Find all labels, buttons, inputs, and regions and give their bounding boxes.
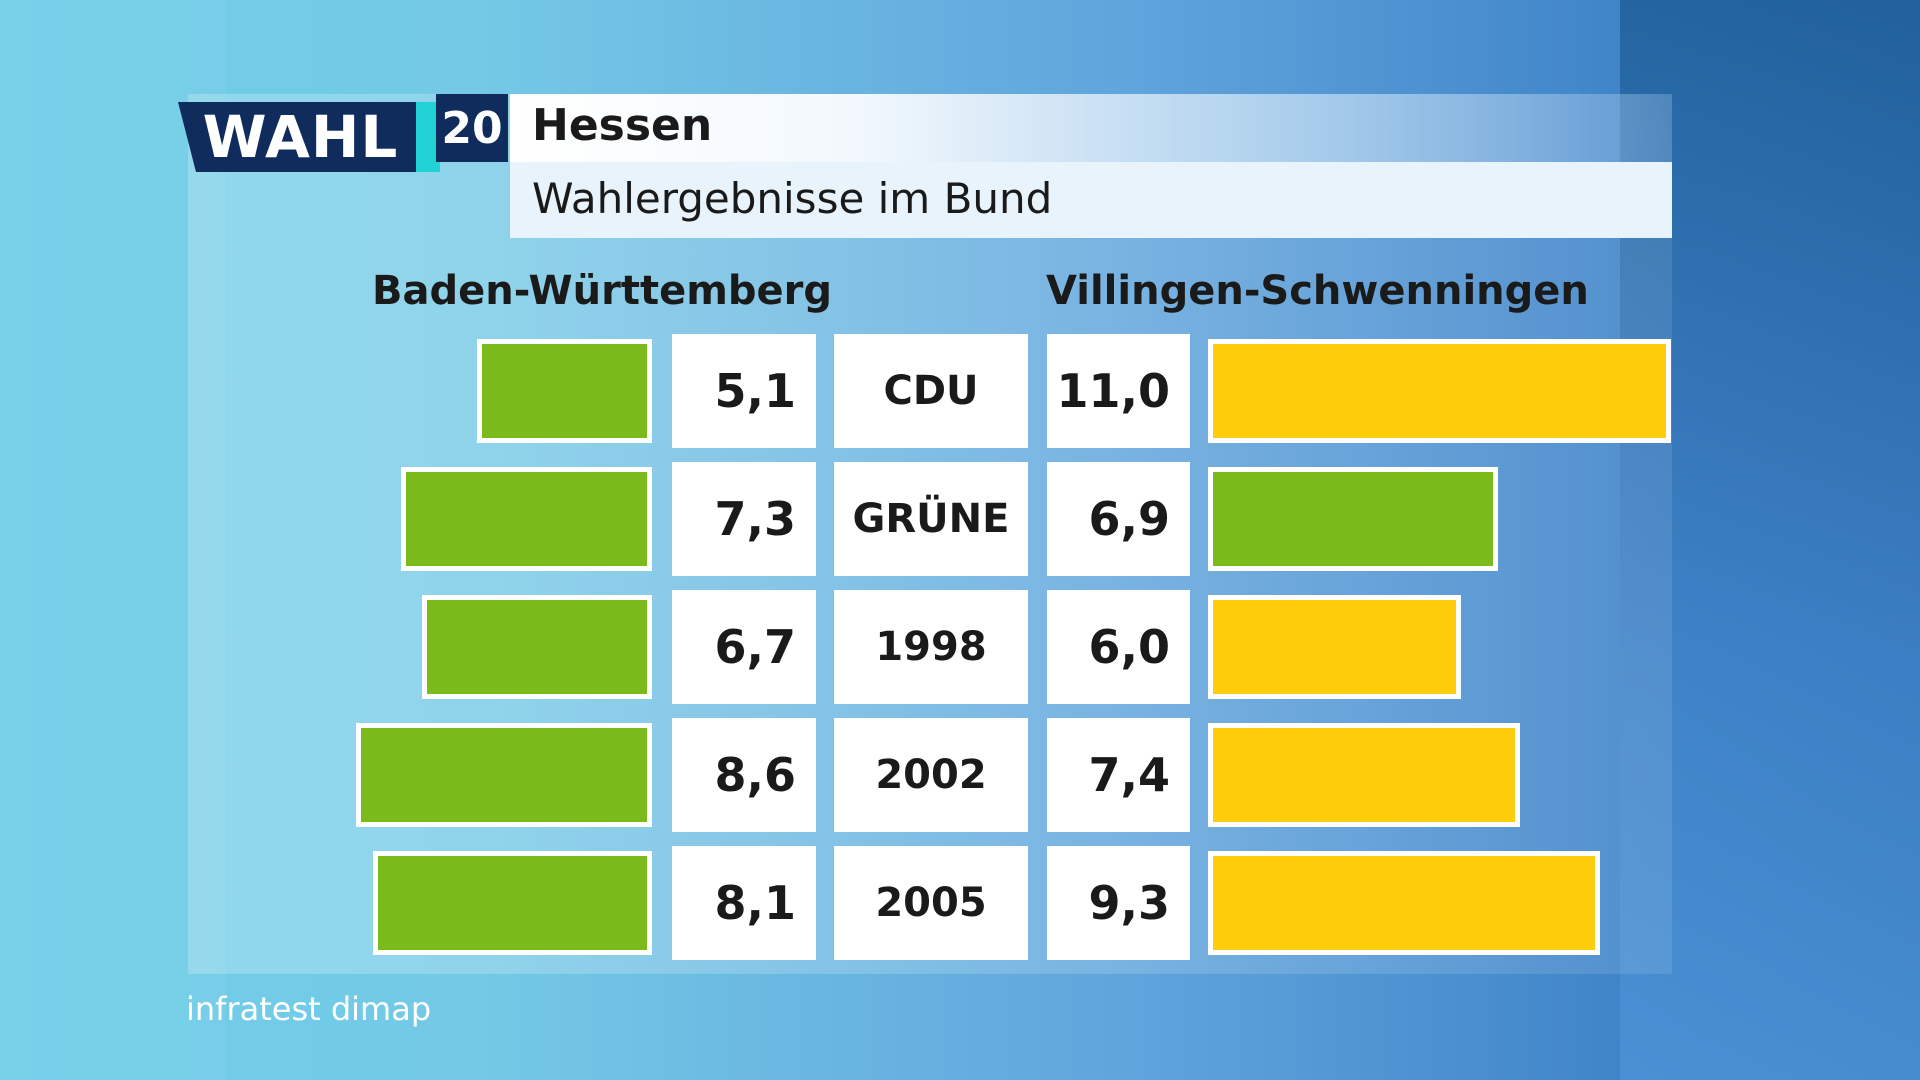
category-label-1: GRÜNE <box>834 462 1028 576</box>
bar-left-3 <box>356 723 652 827</box>
bar-right-0 <box>1208 339 1672 443</box>
value-left-1: 7,3 <box>672 462 816 576</box>
logo-word: WAHL <box>178 102 423 172</box>
page-title: Hessen <box>532 100 713 151</box>
value-right-4: 9,3 <box>1047 846 1190 960</box>
category-label-2: 1998 <box>834 590 1028 704</box>
bar-left-0 <box>476 339 652 443</box>
value-left-4: 8,1 <box>672 846 816 960</box>
wahl-logo: WAHL 20 <box>178 94 508 172</box>
category-label-0: CDU <box>834 334 1028 448</box>
series-label-left: Baden-Württemberg <box>372 268 833 314</box>
value-right-2: 6,0 <box>1047 590 1190 704</box>
value-right-0: 11,0 <box>1047 334 1190 448</box>
value-left-0: 5,1 <box>672 334 816 448</box>
bar-right-1 <box>1208 467 1499 571</box>
logo-number: 20 <box>436 94 508 162</box>
series-label-right: Villingen-Schwenningen <box>1046 268 1589 314</box>
source-credit: infratest dimap <box>186 990 432 1028</box>
bar-left-2 <box>421 595 652 699</box>
bar-right-2 <box>1208 595 1461 699</box>
title-bar: Hessen <box>510 94 1672 162</box>
category-label-3: 2002 <box>834 718 1028 832</box>
background-band <box>0 0 225 1080</box>
bar-right-3 <box>1208 723 1520 827</box>
value-right-1: 6,9 <box>1047 462 1190 576</box>
value-right-3: 7,4 <box>1047 718 1190 832</box>
value-left-3: 8,6 <box>672 718 816 832</box>
page-subtitle: Wahlergebnisse im Bund <box>532 174 1053 223</box>
bar-left-1 <box>400 467 652 571</box>
category-label-4: 2005 <box>834 846 1028 960</box>
value-left-2: 6,7 <box>672 590 816 704</box>
bar-left-4 <box>373 851 652 955</box>
bar-right-4 <box>1208 851 1600 955</box>
subtitle-bar: Wahlergebnisse im Bund <box>510 162 1672 238</box>
